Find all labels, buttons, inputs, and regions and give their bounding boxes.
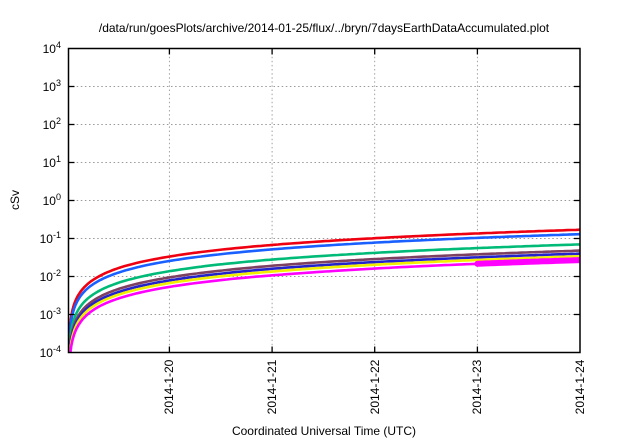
x-tick-label: 2014-1-22 [367,359,382,415]
y-tick-label: 10-2 [39,267,61,284]
plot-border [67,47,581,354]
y-tick-label: 10-3 [39,305,61,322]
x-tick-label: 2014-1-20 [162,359,177,415]
series-magenta-thick-last-day [474,257,580,267]
series-sea-green [68,243,580,353]
x-tick-label: 2014-1-23 [470,359,485,415]
y-axis-label: cSv [8,190,22,211]
x-tick-label: 2014-1-21 [265,359,280,415]
y-tick-label: 101 [42,153,61,170]
series-red [68,228,580,353]
y-tick-label: 104 [42,39,61,56]
y-tick-label: 10-4 [39,343,61,360]
series-magenta [69,258,580,353]
x-tick-label: 2014-1-24 [573,359,587,415]
x-axis-label: Coordinated Universal Time (UTC) [231,424,417,438]
y-tick-label: 100 [42,191,61,208]
series-blue [68,232,580,353]
y-tick-label: 103 [42,77,61,94]
chart-title: /data/run/goesPlots/archive/2014-01-25/f… [98,21,550,35]
y-tick-label: 102 [42,115,61,132]
y-tick-label: 10-1 [39,229,61,246]
